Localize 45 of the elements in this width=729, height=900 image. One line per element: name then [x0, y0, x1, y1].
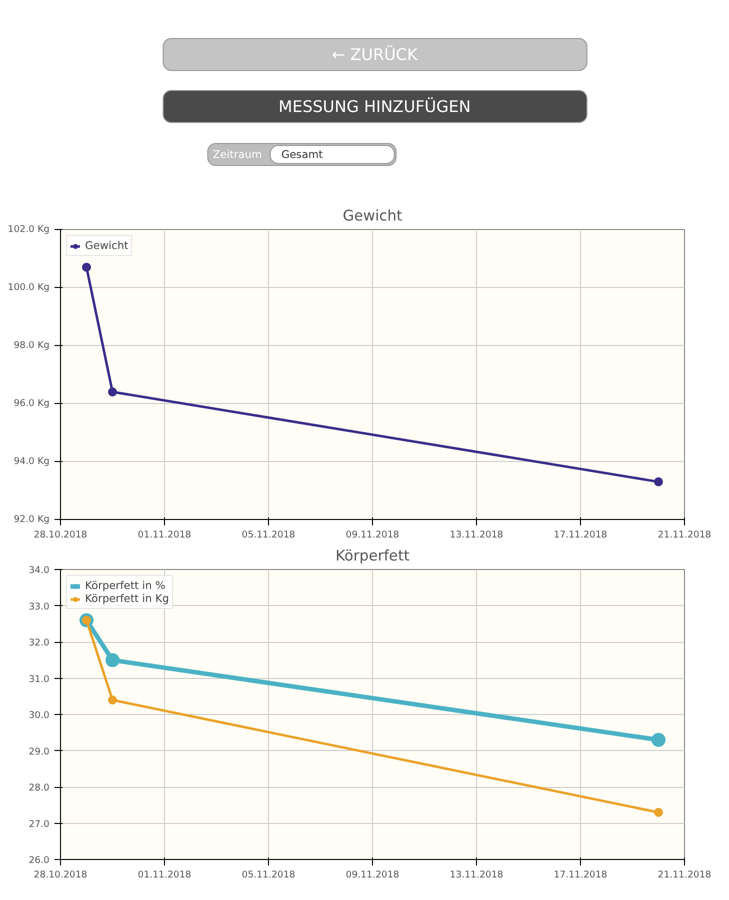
x-tick-label: 17.11.2018 — [554, 870, 608, 880]
x-tick-label: 17.11.2018 — [554, 530, 608, 540]
point — [82, 262, 91, 272]
text: MESSUNG HINZUFÜGEN — [278, 97, 471, 116]
chart-title: Körperfett — [336, 548, 410, 564]
y-tick-label: 94.0 Kg — [14, 456, 50, 467]
y-tick-label: 29.0 — [28, 746, 50, 758]
x-tick-label: 21.11.2018 — [658, 870, 712, 880]
x-tick-label: 09.11.2018 — [346, 530, 400, 540]
legend-label: Gewicht — [85, 239, 128, 252]
y-tick-label: 26.0 — [28, 855, 50, 866]
y-tick-label: 32.0 — [28, 638, 50, 648]
legend-label: Körperfett in % — [85, 579, 166, 592]
y-tick-label: 34.0 — [28, 565, 50, 576]
x-tick-label: 28.10.2018 — [34, 870, 88, 880]
y-tick-label: 28.0 — [28, 782, 50, 794]
y-tick-label: 30.0 — [28, 710, 50, 721]
point — [108, 387, 117, 396]
x-tick-label: 01.11.2018 — [138, 870, 192, 880]
y-tick-label: 98.0 Kg — [14, 340, 50, 351]
y-tick-label: 102.0 Kg — [8, 224, 50, 235]
point — [106, 653, 120, 668]
text: Zeitraum — [212, 148, 262, 161]
x-tick-label: 05.11.2018 — [242, 870, 296, 880]
x-tick-label: 09.11.2018 — [346, 870, 400, 880]
chart-title: Gewicht — [342, 208, 403, 224]
text: ← ZURÜCK — [332, 45, 418, 64]
y-tick-label: 96.0 Kg — [14, 398, 50, 409]
x-tick-label: 21.11.2018 — [658, 530, 712, 540]
text: Gesamt — [281, 148, 323, 161]
y-tick-label: 27.0 — [28, 818, 50, 830]
x-tick-label: 13.11.2018 — [450, 530, 504, 540]
x-tick-label: 28.10.2018 — [34, 530, 88, 540]
y-tick-label: 33.0 — [28, 601, 50, 612]
y-tick-label: 100.0 Kg — [8, 282, 50, 293]
legend-label: Körperfett in Kg — [85, 592, 169, 605]
point — [108, 696, 117, 704]
point — [652, 732, 666, 747]
y-tick-label: 31.0 — [28, 674, 50, 685]
y-tick-label: 92.0 Kg — [14, 514, 50, 525]
x-tick-label: 01.11.2018 — [138, 530, 192, 540]
x-tick-label: 13.11.2018 — [450, 870, 504, 880]
point — [654, 477, 663, 486]
x-tick-label: 05.11.2018 — [242, 530, 296, 540]
point — [654, 808, 663, 817]
